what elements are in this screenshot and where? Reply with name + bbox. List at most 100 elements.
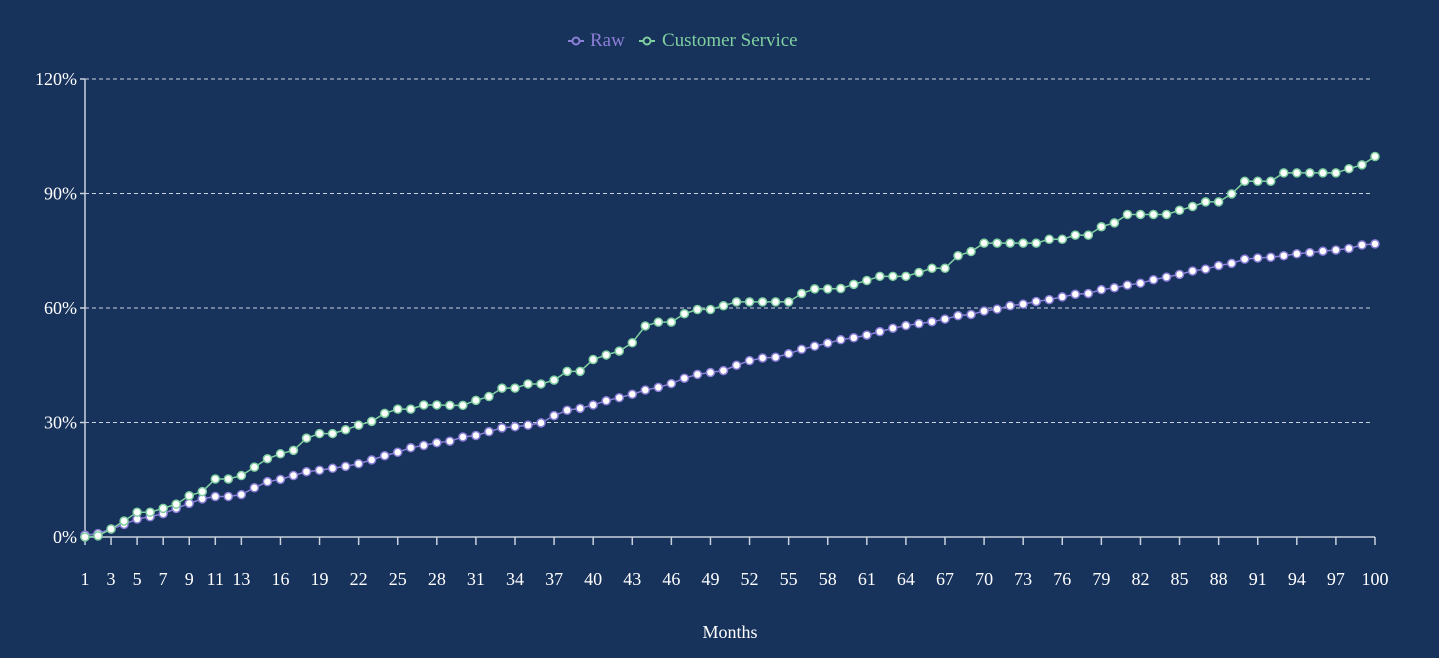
data-point[interactable] <box>249 462 260 472</box>
data-point[interactable] <box>236 489 247 500</box>
data-point[interactable] <box>1279 250 1289 261</box>
data-point[interactable] <box>145 507 155 517</box>
data-point[interactable] <box>640 321 651 331</box>
data-point[interactable] <box>132 507 142 517</box>
data-point[interactable] <box>523 379 533 389</box>
data-point[interactable] <box>1187 266 1198 276</box>
data-point[interactable] <box>757 297 768 307</box>
data-point[interactable] <box>614 346 624 356</box>
data-point[interactable] <box>966 246 976 257</box>
data-point[interactable] <box>419 400 429 410</box>
data-point[interactable] <box>940 314 950 324</box>
data-point[interactable] <box>119 516 129 526</box>
data-point[interactable] <box>666 378 677 389</box>
data-point[interactable] <box>197 486 208 497</box>
data-point[interactable] <box>875 271 885 282</box>
data-point[interactable] <box>419 440 429 451</box>
data-point[interactable] <box>1318 246 1328 256</box>
data-point[interactable] <box>379 450 390 461</box>
data-point[interactable] <box>1135 209 1146 220</box>
data-point[interactable] <box>822 338 833 348</box>
data-point[interactable] <box>601 395 611 406</box>
data-point[interactable] <box>744 355 755 366</box>
data-point[interactable] <box>718 365 729 376</box>
data-point[interactable] <box>927 316 937 327</box>
data-point[interactable] <box>262 454 273 464</box>
data-point[interactable] <box>1070 230 1081 240</box>
data-point[interactable] <box>901 271 911 282</box>
data-point[interactable] <box>1357 160 1367 170</box>
data-point[interactable] <box>679 373 690 383</box>
data-point[interactable] <box>353 420 364 430</box>
data-point[interactable] <box>184 498 194 509</box>
data-point[interactable] <box>301 466 312 477</box>
data-point[interactable] <box>888 271 898 282</box>
data-point[interactable] <box>1161 272 1172 282</box>
data-point[interactable] <box>1292 249 1302 259</box>
data-point[interactable] <box>627 389 638 400</box>
data-point[interactable] <box>236 470 247 481</box>
data-point[interactable] <box>1070 289 1081 300</box>
data-point[interactable] <box>432 400 442 410</box>
data-point[interactable] <box>809 284 820 294</box>
data-point[interactable] <box>1344 163 1354 174</box>
data-point[interactable] <box>1174 205 1185 216</box>
data-point[interactable] <box>1161 209 1172 220</box>
data-point[interactable] <box>614 392 624 403</box>
data-point[interactable] <box>1135 278 1146 288</box>
data-point[interactable] <box>731 360 742 370</box>
data-point[interactable] <box>953 310 963 321</box>
data-point[interactable] <box>1148 275 1159 285</box>
data-point[interactable] <box>653 317 664 327</box>
data-point[interactable] <box>1331 245 1341 255</box>
data-point[interactable] <box>1318 168 1328 178</box>
data-point[interactable] <box>731 297 742 307</box>
data-point[interactable] <box>1109 283 1120 293</box>
data-point[interactable] <box>1252 253 1263 263</box>
data-point[interactable] <box>744 297 755 307</box>
data-point[interactable] <box>1005 300 1015 311</box>
data-point[interactable] <box>549 410 559 421</box>
data-point[interactable] <box>927 263 937 274</box>
data-point[interactable] <box>1370 151 1380 162</box>
data-point[interactable] <box>1122 280 1133 290</box>
data-point[interactable] <box>1200 264 1211 274</box>
data-point[interactable] <box>210 474 221 484</box>
data-point[interactable] <box>510 421 520 432</box>
data-point[interactable] <box>1226 189 1237 199</box>
data-point[interactable] <box>353 458 364 469</box>
data-point[interactable] <box>1083 230 1094 240</box>
data-point[interactable] <box>1083 288 1094 299</box>
data-point[interactable] <box>223 474 234 484</box>
data-point[interactable] <box>366 455 377 465</box>
data-point[interactable] <box>757 353 768 363</box>
data-point[interactable] <box>1226 258 1237 269</box>
data-point[interactable] <box>1370 239 1380 249</box>
data-point[interactable] <box>314 465 325 475</box>
data-point[interactable] <box>653 382 664 393</box>
data-point[interactable] <box>796 288 807 299</box>
data-point[interactable] <box>1305 247 1315 258</box>
data-point[interactable] <box>640 385 651 395</box>
data-point[interactable] <box>692 304 703 315</box>
data-point[interactable] <box>366 416 377 427</box>
data-point[interactable] <box>249 483 260 493</box>
data-point[interactable] <box>1344 243 1354 254</box>
data-point[interactable] <box>1044 294 1054 305</box>
data-point[interactable] <box>588 400 598 410</box>
data-point[interactable] <box>536 379 546 389</box>
data-point[interactable] <box>705 367 716 378</box>
data-point[interactable] <box>445 436 455 446</box>
data-point[interactable] <box>1018 238 1028 248</box>
data-point[interactable] <box>1252 176 1263 187</box>
data-point[interactable] <box>979 238 989 248</box>
data-point[interactable] <box>992 304 1002 314</box>
data-point[interactable] <box>536 418 546 428</box>
data-point[interactable] <box>705 304 716 315</box>
data-point[interactable] <box>914 267 924 278</box>
data-point[interactable] <box>1266 252 1276 262</box>
data-point[interactable] <box>562 366 572 377</box>
data-point[interactable] <box>1096 221 1107 232</box>
data-point[interactable] <box>1096 284 1107 295</box>
data-point[interactable] <box>836 283 846 294</box>
